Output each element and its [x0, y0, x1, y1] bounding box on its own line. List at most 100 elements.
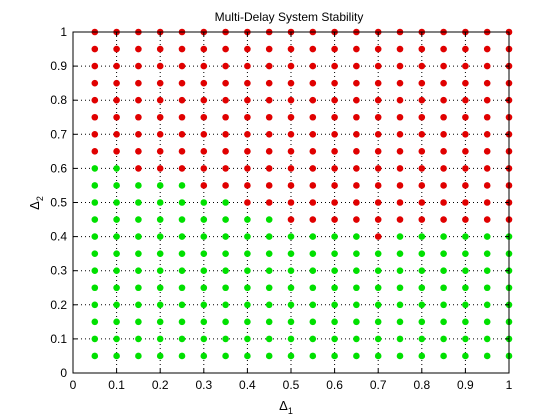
stable-point [287, 335, 295, 343]
stable-point [135, 216, 142, 223]
stable-point [483, 233, 491, 240]
stable-point [483, 352, 491, 360]
unstable-point [287, 62, 295, 70]
unstable-point [353, 148, 360, 155]
stable-point [178, 301, 186, 309]
stable-point [374, 267, 382, 275]
unstable-point [287, 96, 295, 104]
stable-point [462, 352, 469, 360]
unstable-point [265, 131, 273, 138]
stable-point [135, 267, 142, 275]
stable-point [331, 250, 338, 257]
stable-point [135, 233, 142, 240]
unstable-point [200, 148, 208, 155]
unstable-point [156, 113, 164, 121]
stable-point [156, 182, 164, 189]
unstable-point [265, 62, 273, 70]
stable-point [396, 250, 404, 257]
stable-point [156, 216, 164, 223]
unstable-point [418, 165, 426, 172]
stable-point [331, 335, 338, 343]
unstable-point [309, 165, 317, 172]
unstable-point [178, 113, 186, 121]
stable-point [178, 284, 186, 292]
stable-point [331, 301, 338, 309]
stable-point [265, 301, 273, 309]
unstable-point [331, 62, 338, 70]
stable-point [418, 318, 426, 326]
stable-point [440, 233, 447, 240]
unstable-point [287, 182, 295, 189]
stable-point [396, 233, 404, 240]
stable-point [309, 301, 317, 309]
x-tick-label: 0 [70, 378, 77, 392]
stable-point [200, 352, 208, 360]
stable-point [374, 352, 382, 360]
x-tick-label: 0.9 [457, 378, 474, 392]
unstable-point [91, 96, 99, 104]
stable-point [353, 318, 360, 326]
stable-point [156, 301, 164, 309]
x-tick-label: 0.3 [195, 378, 212, 392]
stable-point [244, 233, 251, 240]
y-tick-label: 0.7 [50, 127, 67, 141]
unstable-point [353, 216, 360, 223]
stable-point [440, 301, 447, 309]
unstable-point [462, 45, 469, 53]
unstable-point [113, 131, 120, 138]
unstable-point [462, 79, 469, 87]
unstable-point [396, 79, 404, 87]
stable-point [287, 250, 295, 257]
unstable-point [462, 165, 469, 172]
stable-point [222, 216, 229, 223]
unstable-point [418, 182, 426, 189]
stable-point [200, 301, 208, 309]
stable-point [200, 250, 208, 257]
unstable-point [287, 113, 295, 121]
unstable-point [244, 45, 251, 53]
stable-point [91, 352, 99, 360]
unstable-point [396, 199, 404, 206]
unstable-point [309, 148, 317, 155]
stable-point [200, 335, 208, 343]
unstable-point [483, 131, 491, 138]
unstable-point [309, 199, 317, 206]
unstable-point [135, 96, 142, 104]
stable-point [156, 284, 164, 292]
stable-point [156, 233, 164, 240]
unstable-point [265, 79, 273, 87]
x-axis-label-subscript: 1 [288, 406, 293, 416]
unstable-point [418, 199, 426, 206]
unstable-point [178, 96, 186, 104]
unstable-point [113, 62, 120, 70]
unstable-point [440, 199, 447, 206]
unstable-point [265, 148, 273, 155]
unstable-point [462, 62, 469, 70]
unstable-point [178, 148, 186, 155]
unstable-point [244, 113, 251, 121]
stable-point [440, 352, 447, 360]
unstable-point [331, 79, 338, 87]
stable-point [222, 318, 229, 326]
stable-point [287, 352, 295, 360]
unstable-point [200, 165, 208, 172]
x-tick-label: 0.8 [413, 378, 430, 392]
stable-point [244, 335, 251, 343]
stable-point [483, 318, 491, 326]
unstable-point [462, 148, 469, 155]
stable-point [91, 233, 99, 240]
stable-point [287, 233, 295, 240]
stable-point [178, 267, 186, 275]
unstable-point [374, 182, 382, 189]
stable-point [200, 216, 208, 223]
chart-title: Multi-Delay System Stability [215, 10, 364, 24]
unstable-point [309, 182, 317, 189]
stable-point [462, 335, 469, 343]
unstable-point [178, 165, 186, 172]
unstable-point [331, 148, 338, 155]
stable-point [418, 335, 426, 343]
stable-point [353, 284, 360, 292]
stable-point [113, 216, 120, 223]
unstable-point [222, 62, 229, 70]
x-tick-label: 0.2 [152, 378, 169, 392]
